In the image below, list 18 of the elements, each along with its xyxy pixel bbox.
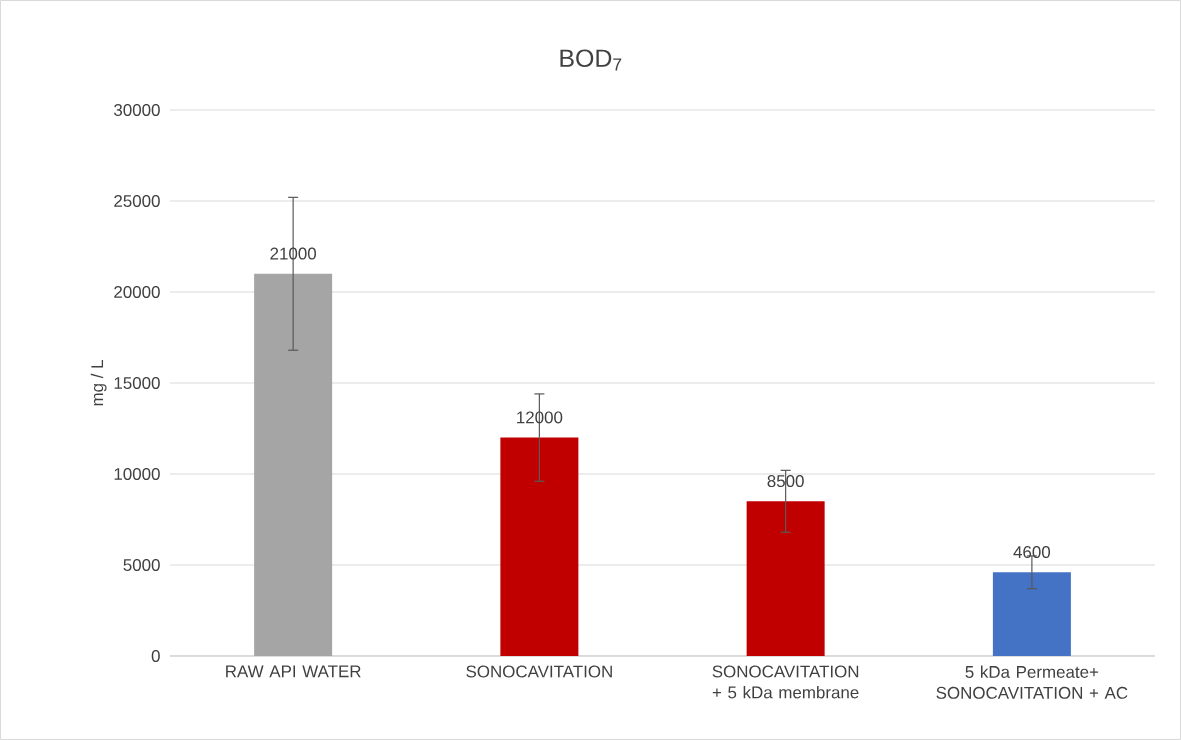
y-tick-label: 5000 <box>123 558 160 571</box>
y-tick-label: 30000 <box>114 103 160 116</box>
bar <box>254 273 333 656</box>
x-tick-label: RAW API WATER <box>226 665 361 678</box>
bar <box>746 501 825 656</box>
y-axis-title: mg / L <box>90 360 107 406</box>
y-tick-label: 15000 <box>114 376 160 389</box>
bar <box>500 437 579 656</box>
y-tick-label: 20000 <box>114 285 160 298</box>
x-tick-label: SONOCAVITATION + 5 kDa membrane <box>712 665 859 699</box>
x-tick-label: 5 kDa Permeate+ SONOCAVITATION + AC <box>936 665 1128 699</box>
y-tick-label: 10000 <box>114 467 160 480</box>
x-tick-label: SONOCAVITATION <box>466 665 612 678</box>
bar <box>992 572 1071 656</box>
data-label: 4600 <box>1013 546 1051 559</box>
y-tick-label: 0 <box>151 649 160 662</box>
y-tick-label: 25000 <box>114 194 160 207</box>
chart-title: BOD$_{7}$ <box>560 49 622 71</box>
